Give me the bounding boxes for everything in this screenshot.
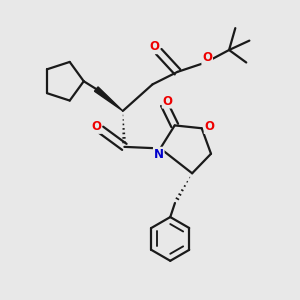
- Polygon shape: [94, 87, 123, 111]
- Text: O: O: [205, 120, 214, 133]
- Text: O: O: [163, 95, 172, 108]
- Text: O: O: [149, 40, 159, 53]
- Text: N: N: [154, 148, 164, 160]
- Text: O: O: [202, 51, 212, 64]
- Text: O: O: [91, 120, 101, 133]
